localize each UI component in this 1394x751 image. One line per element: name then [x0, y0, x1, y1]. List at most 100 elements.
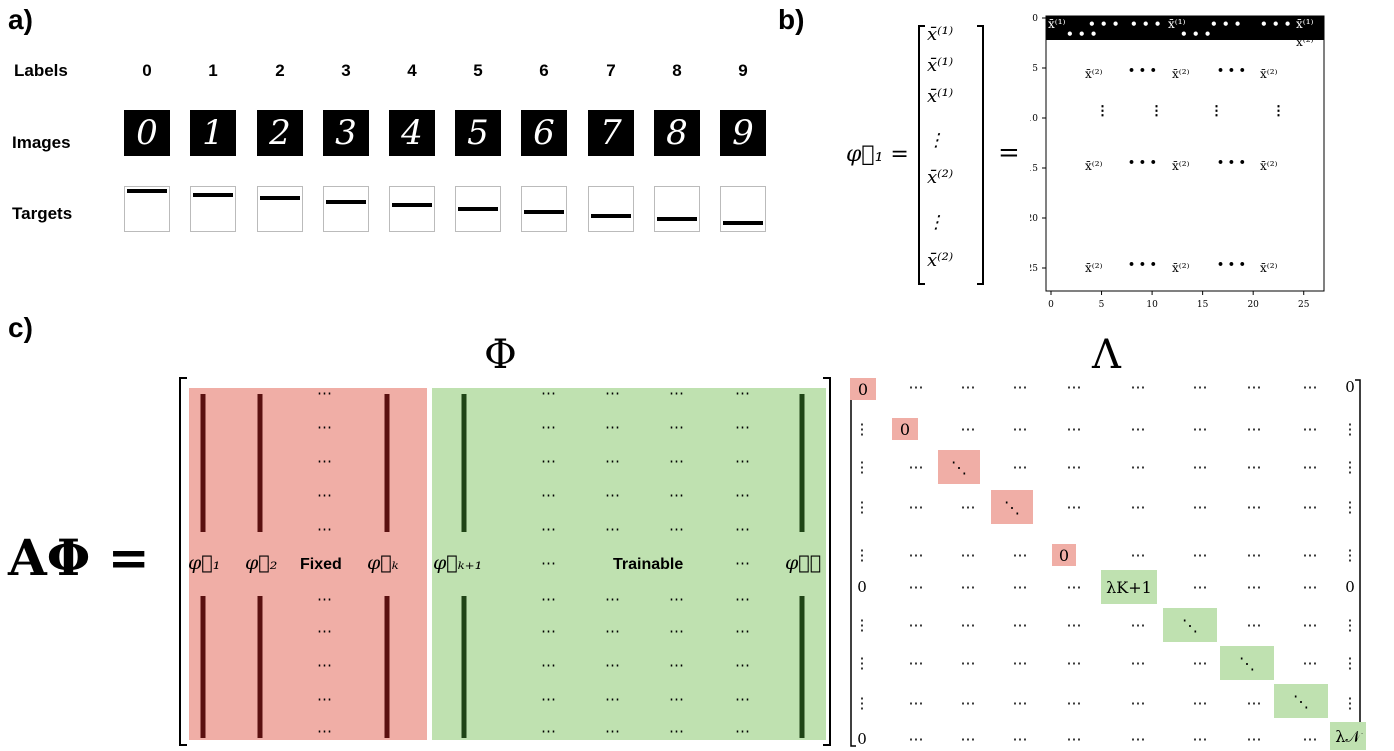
target-bar — [657, 217, 697, 221]
phi-dots-fixed: ⋯ — [317, 452, 332, 470]
lambda-offdiag: ⋯ — [1247, 498, 1262, 516]
cell-vdots: ⋮ — [1272, 104, 1285, 119]
phi-dots-trainable: ⋯ — [735, 452, 750, 470]
target-bar — [524, 210, 564, 214]
lambda-offdiag: ⋯ — [909, 616, 924, 634]
phi-dots-trainable: ⋯ — [541, 384, 556, 402]
cell-dots: • • • — [1128, 258, 1157, 271]
phi-dots-trainable: ⋯ — [605, 690, 620, 708]
lambda-offdiag: ⋮ — [855, 694, 870, 712]
cell-x2: x̄⁽²⁾ — [1085, 67, 1103, 81]
phi-dots-trainable: ⋯ — [541, 690, 556, 708]
target-plot — [389, 186, 435, 232]
target-plot — [588, 186, 634, 232]
phi-dots-trainable: ⋯ — [669, 384, 684, 402]
lambda-offdiag: ⋯ — [1247, 616, 1262, 634]
lambda-offdiag: ⋯ — [1193, 420, 1208, 438]
cell-dots: • • • — [1217, 64, 1246, 77]
lambda-offdiag: ⋯ — [961, 420, 976, 438]
phi-1-label: φ⃗₁ — [188, 552, 221, 574]
lambda-offdiag: ⋯ — [1067, 694, 1082, 712]
x-tick-label: 25 — [1298, 300, 1310, 310]
phi-dots-trainable: ⋯ — [669, 452, 684, 470]
target-plot — [455, 186, 501, 232]
lambda-offdiag: ⋯ — [1247, 694, 1262, 712]
phi-dots-trainable: ⋯ — [605, 452, 620, 470]
phi-dots-trainable: ⋯ — [541, 622, 556, 640]
lambda-offdiag: ⋮ — [855, 654, 870, 672]
cell-dots: • • • — [1217, 258, 1246, 271]
targets-row-label: Targets — [12, 204, 73, 223]
phi-dots-fixed: ⋯ — [317, 486, 332, 504]
lambda-diag-entry: ⋱ — [1004, 498, 1020, 517]
phi-dots-trainable: ⋯ — [735, 486, 750, 504]
target-plot — [323, 186, 369, 232]
labels-row-label: Labels — [14, 61, 68, 80]
cell-vdots: ⋮ — [1150, 104, 1163, 119]
lambda-offdiag: ⋯ — [1247, 378, 1262, 396]
band-x2: x̄⁽²⁾ — [1110, 25, 1128, 39]
cell-x2: x̄⁽²⁾ — [1172, 67, 1190, 81]
lambda-offdiag: ⋯ — [1067, 616, 1082, 634]
phi-2-label: φ⃗₂ — [245, 552, 278, 574]
lambda-offdiag: ⋮ — [1343, 546, 1358, 564]
target-bar — [127, 189, 167, 193]
lambda-offdiag: ⋯ — [909, 694, 924, 712]
lambda-offdiag: ⋯ — [1303, 378, 1318, 396]
target-plot — [521, 186, 567, 232]
digit-label: 9 — [738, 61, 748, 80]
lambda-offdiag: ⋯ — [1013, 654, 1028, 672]
phi-dots-trainable: ⋯ — [735, 622, 750, 640]
band-dots: • • • — [1088, 17, 1119, 31]
y-tick-label: 25 — [1030, 264, 1038, 274]
lambda-offdiag: ⋯ — [961, 694, 976, 712]
lambda-offdiag: ⋯ — [1131, 378, 1146, 396]
lambda-offdiag: ⋯ — [1247, 546, 1262, 564]
phi-dots-trainable: ⋯ — [541, 722, 556, 740]
matrix-plot: 0 0 5 5 10 10 15 15 20 20 25 25 x̄⁽¹⁾ x̄⁽¹⁾ x̄⁽¹⁾ x̄⁽²… — [1030, 14, 1325, 310]
digit-label: 6 — [539, 61, 549, 80]
phi-matrix: ⋯ ⋯ ⋯ ⋯ ⋯ ⋯ ⋯ ⋯ ⋯ ⋯ ⋯ ⋯ ⋯ ⋯ ⋯ ⋯ ⋯ ⋯ ⋯ ⋯ ⋯ ⋯ ⋯ ⋯ ⋯ ⋯ ⋯ ⋯ ⋯ ⋯ ⋯ ⋯ ⋯ ⋯ ⋯ ⋯ ⋯ ⋯ ⋯ ⋯… — [179, 377, 831, 746]
plot-frame — [1045, 15, 1325, 292]
lambda-offdiag: ⋯ — [1067, 730, 1082, 748]
digit-image: 7 — [588, 110, 634, 156]
phi-dots-trainable: ⋯ — [669, 690, 684, 708]
lambda-diag-box — [1274, 684, 1328, 718]
column-vector — [918, 25, 984, 285]
cell-x2: x̄⁽²⁾ — [1260, 67, 1278, 81]
lambda-offdiag: ⋯ — [909, 458, 924, 476]
digit-image: 0 — [124, 110, 170, 156]
digit-label: 1 — [208, 61, 218, 80]
phi-dots-fixed: ⋯ — [317, 590, 332, 608]
lambda-offdiag: ⋯ — [1013, 578, 1028, 596]
lambda-offdiag: 0 — [1345, 578, 1355, 596]
band-x2: x̄⁽²⁾ — [1296, 35, 1314, 49]
lambda-offdiag: 0 — [857, 578, 867, 596]
lambda-offdiag: ⋯ — [1067, 378, 1082, 396]
lambda-offdiag: ⋯ — [1067, 420, 1082, 438]
phi-dots-fixed: ⋯ — [317, 520, 332, 538]
lambda-offdiag: ⋯ — [909, 730, 924, 748]
lambda-diag-box — [1101, 570, 1157, 604]
phi-dots-trainable: ⋯ — [541, 656, 556, 674]
phi-title: Φ — [484, 332, 517, 378]
band-dots: • • • — [1066, 27, 1097, 41]
digit-image: 3 — [323, 110, 369, 156]
target-plot — [124, 186, 170, 232]
cell-x2: x̄⁽²⁾ — [1260, 261, 1278, 275]
phi-dots-trainable: ⋯ — [735, 722, 750, 740]
phi-k1-label: φ⃗ₖ₊₁ — [433, 552, 483, 574]
phi-dots-mid: ⋯ — [541, 554, 556, 572]
lambda-offdiag: ⋯ — [961, 730, 976, 748]
cell-vdots: ⋮ — [1210, 104, 1223, 119]
lambda-diag-box — [850, 378, 876, 400]
lambda-offdiag: ⋯ — [1067, 498, 1082, 516]
lambda-offdiag: ⋯ — [1013, 730, 1028, 748]
lambda-offdiag: ⋯ — [909, 378, 924, 396]
digit-label: 8 — [672, 61, 682, 80]
digit-image: 5 — [455, 110, 501, 156]
vector-entry: x̄⁽¹⁾ — [927, 24, 954, 45]
digit-label: 5 — [473, 61, 483, 80]
trainable-block — [432, 388, 826, 740]
phi-dots-trainable: ⋯ — [669, 622, 684, 640]
